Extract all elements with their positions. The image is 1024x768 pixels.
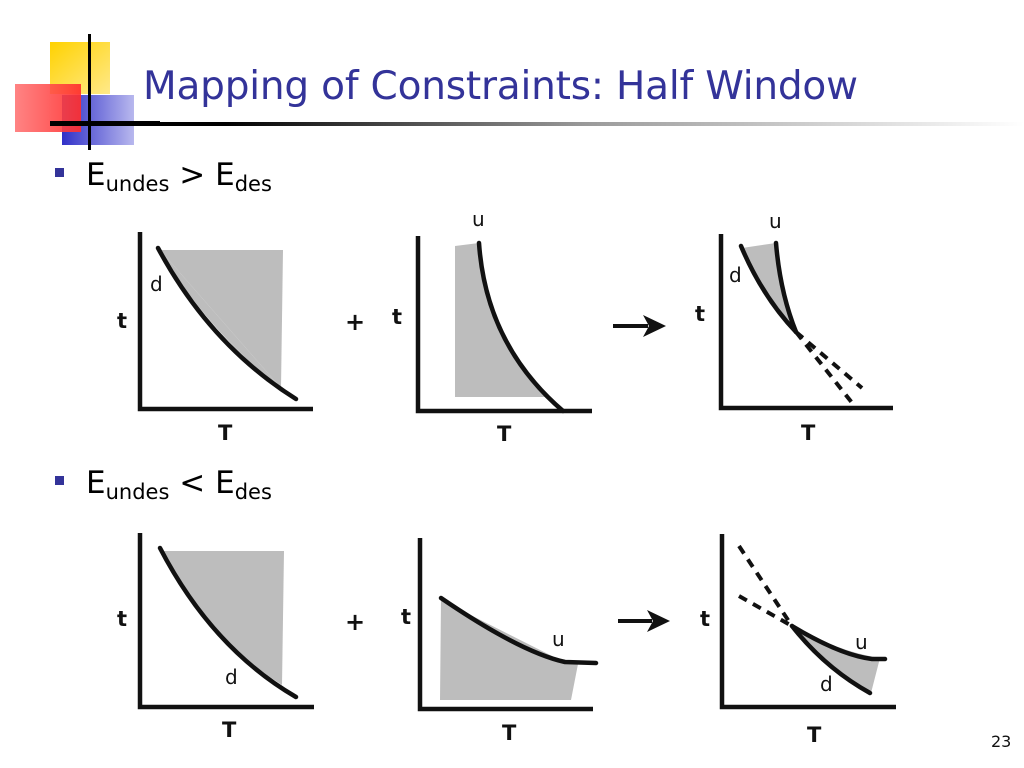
- u-curve-label: u: [769, 209, 782, 233]
- feasible-region-under-curve: [160, 250, 281, 388]
- row2-panel-u: u t T: [401, 538, 599, 745]
- u-curve: [789, 623, 888, 662]
- row1-panel-u: u t T: [392, 207, 592, 446]
- bullet-text: Eundes > Edes: [86, 157, 272, 196]
- bullet-square-icon: [55, 168, 64, 177]
- right-arrow-icon: [618, 610, 670, 632]
- u-curve: [773, 240, 799, 335]
- u-curve: [438, 595, 599, 666]
- feasible-region: [455, 243, 548, 397]
- row1-panel-d: d t T: [117, 232, 313, 445]
- t-axis-label: t: [392, 305, 402, 329]
- axes: [415, 236, 592, 414]
- d-curve-label: d: [225, 665, 238, 689]
- T-axis-label: T: [222, 718, 237, 742]
- bullet-undes-less: Eundes < Edes: [55, 465, 272, 504]
- u-curve-label: u: [472, 207, 485, 231]
- row2-panel-d: d t T: [117, 533, 314, 742]
- axes: [137, 533, 314, 710]
- d-curve: [155, 245, 299, 402]
- bullet-undes-greater: Eundes > Edes: [55, 157, 272, 196]
- d-curve-label: d: [729, 263, 742, 287]
- feasible-region: [160, 250, 283, 388]
- plus-sign: +: [345, 308, 365, 336]
- plus-sign: +: [345, 608, 365, 636]
- T-axis-label: T: [502, 721, 517, 745]
- feasible-region: [440, 600, 578, 700]
- u-curve-label: u: [855, 630, 868, 654]
- T-axis-label: T: [807, 723, 822, 747]
- t-axis-label: t: [401, 605, 411, 629]
- t-axis-label: t: [117, 607, 127, 631]
- t-axis-label: t: [117, 309, 127, 333]
- t-axis-label: t: [700, 607, 710, 631]
- slide-title: Mapping of Constraints: Half Window: [143, 64, 858, 109]
- axes: [719, 534, 896, 710]
- d-curve: [157, 545, 299, 700]
- d-curve-label: d: [820, 672, 833, 696]
- T-axis-label: T: [801, 421, 816, 445]
- d-curve-extension: [737, 544, 794, 628]
- right-arrow-icon: [613, 315, 666, 337]
- u-curve-label: u: [552, 627, 565, 651]
- decorative-squares-logo: [15, 34, 160, 150]
- feasible-region: [742, 243, 796, 332]
- feasible-region: [162, 551, 284, 685]
- u-curve-extension: [738, 594, 793, 628]
- t-axis-label: t: [695, 302, 705, 326]
- title-divider: [50, 122, 1024, 126]
- axes: [137, 232, 313, 412]
- bullet-text: Eundes < Edes: [86, 465, 272, 504]
- d-curve-extension: [794, 330, 864, 390]
- axes: [718, 234, 893, 411]
- d-curve-label: d: [150, 272, 163, 296]
- row1-panel-result: d u t T: [695, 209, 893, 445]
- u-curve-extension: [794, 330, 855, 406]
- axes: [417, 538, 593, 712]
- u-curve: [476, 240, 566, 414]
- feasible-region: [792, 626, 880, 693]
- row2-panel-result: u d t T: [700, 534, 896, 747]
- page-number: 23: [991, 732, 1012, 751]
- d-curve: [738, 243, 799, 335]
- bullet-square-icon: [55, 476, 64, 485]
- d-curve: [789, 623, 873, 696]
- T-axis-label: T: [218, 421, 233, 445]
- T-axis-label: T: [497, 422, 512, 446]
